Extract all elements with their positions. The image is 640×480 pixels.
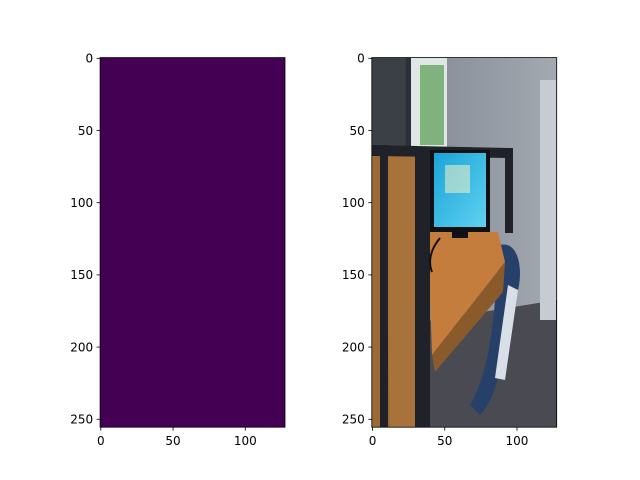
left-image-panel: 0 50 100 150 200 250 0 50 100 (70, 52, 286, 449)
uniform-image (100, 57, 285, 428)
right-doorway (540, 80, 556, 320)
monitor-screen-highlight (445, 165, 470, 193)
right-ticks: 0 50 100 150 200 250 0 50 100 (342, 52, 529, 449)
left-axes-frame (99, 57, 286, 428)
desk-side (432, 262, 505, 372)
office-photo (371, 57, 557, 428)
right-ytick-label: 100 (342, 196, 365, 210)
partition-frame-right (505, 148, 513, 233)
right-ytick-label: 150 (342, 268, 365, 282)
right-xtick-label: 100 (506, 434, 529, 448)
left-ytick-label: 50 (78, 124, 93, 138)
desk-surface (428, 232, 505, 355)
right-xtick-label: 50 (437, 434, 452, 448)
left-ytick-label: 150 (70, 268, 93, 282)
window-frame (405, 57, 411, 158)
right-image-panel: 0 50 100 150 200 250 0 50 100 (342, 52, 558, 449)
partition-frame-post-2 (415, 150, 430, 427)
left-xtick-label: 0 (97, 434, 105, 448)
right-ytick-label: 200 (342, 340, 365, 354)
foliage (420, 65, 444, 145)
monitor-stand (452, 232, 468, 238)
chair (470, 244, 520, 415)
right-ytick-label: 0 (357, 52, 365, 66)
chair-edge (495, 285, 518, 380)
right-xtick-label: 0 (369, 434, 377, 448)
left-ytick-label: 200 (70, 340, 93, 354)
left-ytick-label: 100 (70, 196, 93, 210)
left-ticks: 0 50 100 150 200 250 0 50 100 (70, 52, 257, 449)
left-ytick-label: 0 (85, 52, 93, 66)
right-ytick-label: 250 (342, 413, 365, 427)
left-xtick-label: 100 (234, 434, 257, 448)
left-ytick-label: 250 (70, 413, 93, 427)
cable (429, 237, 441, 273)
right-ytick-label: 50 (350, 124, 365, 138)
left-xtick-label: 50 (165, 434, 180, 448)
partition-frame-post (380, 145, 388, 427)
right-axes-frame (371, 57, 558, 428)
